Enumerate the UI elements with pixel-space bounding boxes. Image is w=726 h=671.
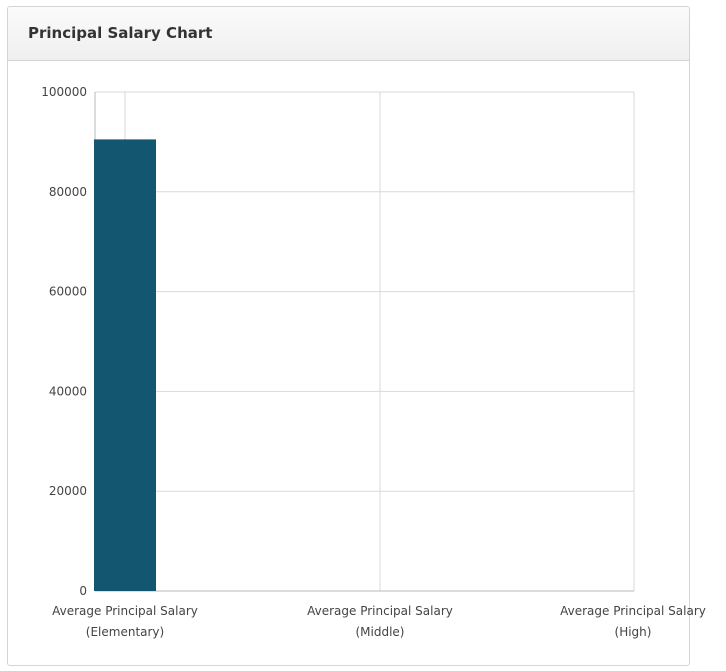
y-tick-label: 80000 [49, 185, 87, 199]
y-tick-label: 60000 [49, 285, 87, 299]
y-tick-label: 20000 [49, 484, 87, 498]
x-category-label: Average Principal Salary [560, 604, 706, 618]
x-category-label: (Elementary) [86, 625, 164, 639]
y-tick-label: 40000 [49, 384, 87, 398]
x-category-label: (Middle) [355, 625, 404, 639]
bar [94, 139, 156, 591]
panel-header: Principal Salary Chart [8, 7, 689, 61]
x-category-label: Average Principal Salary [52, 604, 198, 618]
x-category-label: Average Principal Salary [307, 604, 453, 618]
x-category-label: (High) [615, 625, 652, 639]
y-tick-label: 0 [79, 584, 87, 598]
panel-title: Principal Salary Chart [28, 24, 213, 42]
y-tick-label: 100000 [41, 85, 87, 99]
